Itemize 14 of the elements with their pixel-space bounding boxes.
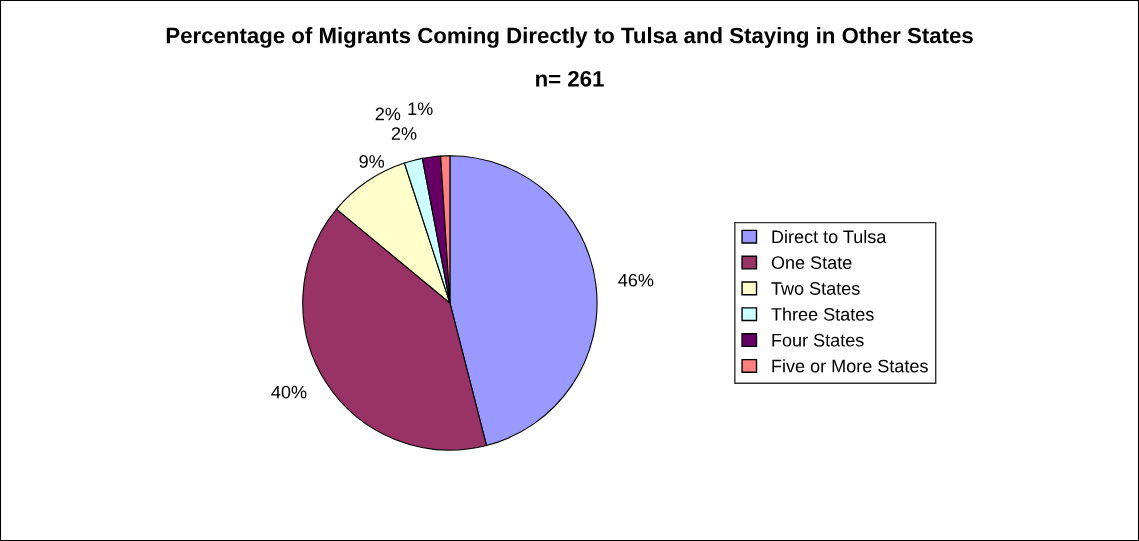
- legend-label: One State: [771, 256, 852, 270]
- legend-label: Three States: [771, 307, 874, 321]
- legend-label: Two States: [771, 282, 860, 295]
- data-label: 46%: [618, 273, 654, 287]
- chart-subtitle: n= 261: [536, 70, 604, 87]
- chart-title: Percentage of Migrants Coming Directly to Tulsa and Staying in Other States: [166, 27, 973, 48]
- legend-label: Four States: [772, 333, 864, 347]
- data-label: 2%: [375, 107, 401, 121]
- data-label: 2%: [391, 127, 417, 140]
- data-label: 1%: [408, 102, 433, 116]
- legend-label: Direct to Tulsa: [772, 229, 887, 244]
- data-label: 9%: [359, 155, 385, 168]
- data-label: 40%: [271, 385, 307, 399]
- legend-label: Five or More States: [772, 359, 928, 373]
